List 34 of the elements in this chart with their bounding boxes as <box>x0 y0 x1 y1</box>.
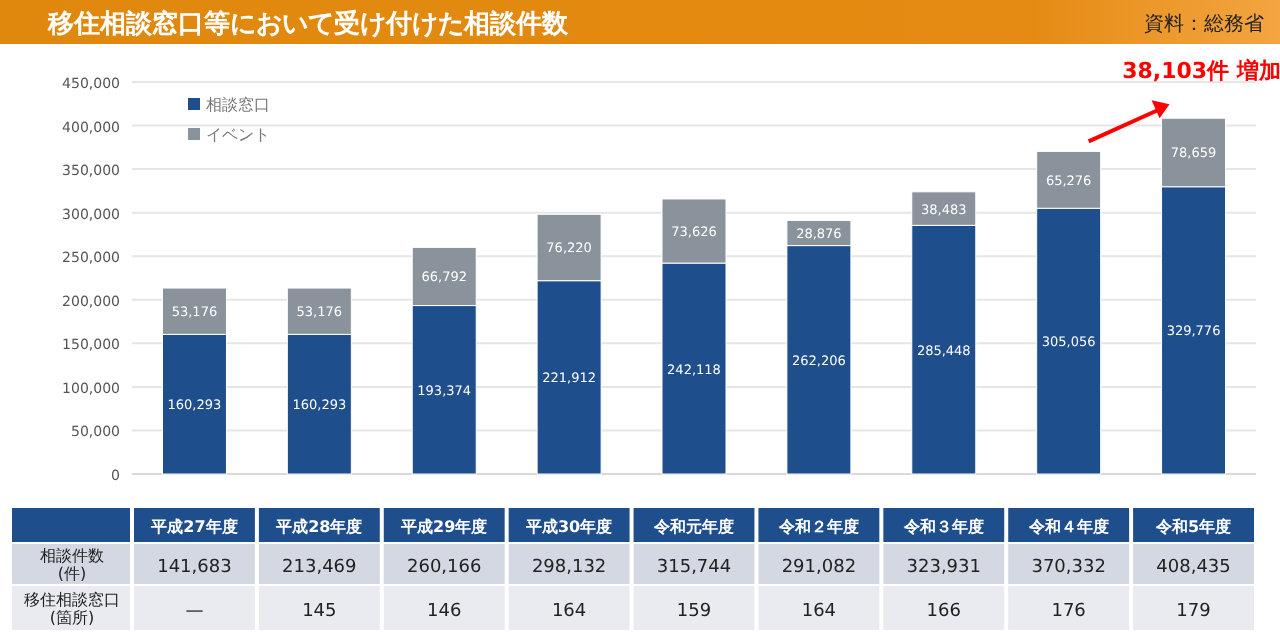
x-tick-label: 令和４年度 <box>1026 516 1109 536</box>
text: 166 <box>926 602 962 622</box>
text: 相談件数 (件) <box>40 547 104 583</box>
text: 370,332 <box>1031 558 1106 578</box>
text: 145 <box>302 602 337 622</box>
x-tick-label: 平成29年度 <box>399 516 488 536</box>
x-tick-label: 平成28年度 <box>274 516 363 536</box>
text: 141,683 <box>157 558 232 578</box>
text: 323,931 <box>906 558 981 578</box>
text: — <box>185 602 204 622</box>
text: 164 <box>551 602 587 622</box>
text: 179 <box>1176 602 1212 622</box>
annotation: 38,103件 増加 <box>1122 58 1280 85</box>
x-tick-label: 平成27年度 <box>149 516 238 536</box>
x-tick-label: 平成30年度 <box>523 516 613 536</box>
text: 159 <box>676 602 712 622</box>
x-tick-label: 令和２年度 <box>776 516 859 536</box>
text: 移住相談窓口 (箇所) <box>24 591 120 627</box>
text: 資料：総務省 <box>1144 12 1264 36</box>
text: 291,082 <box>781 558 857 578</box>
legend-label: 相談窓口 <box>206 96 270 114</box>
text: 315,744 <box>656 558 732 578</box>
x-tick-label: 令和３年度 <box>901 516 984 536</box>
text: 298,132 <box>531 558 607 578</box>
text: 213,469 <box>282 558 358 578</box>
text: 164 <box>801 602 837 622</box>
chart-title: 移住相談窓口等において受け付けた相談件数 <box>46 8 570 40</box>
text: 176 <box>1051 602 1087 622</box>
x-tick-label: 令和元年度 <box>652 516 734 536</box>
text: 408,435 <box>1156 558 1231 578</box>
text: 260,166 <box>407 558 482 578</box>
text: 146 <box>427 602 462 622</box>
legend-label: イベント <box>206 126 270 144</box>
x-tick-label: 令和5年度 <box>1153 516 1232 536</box>
